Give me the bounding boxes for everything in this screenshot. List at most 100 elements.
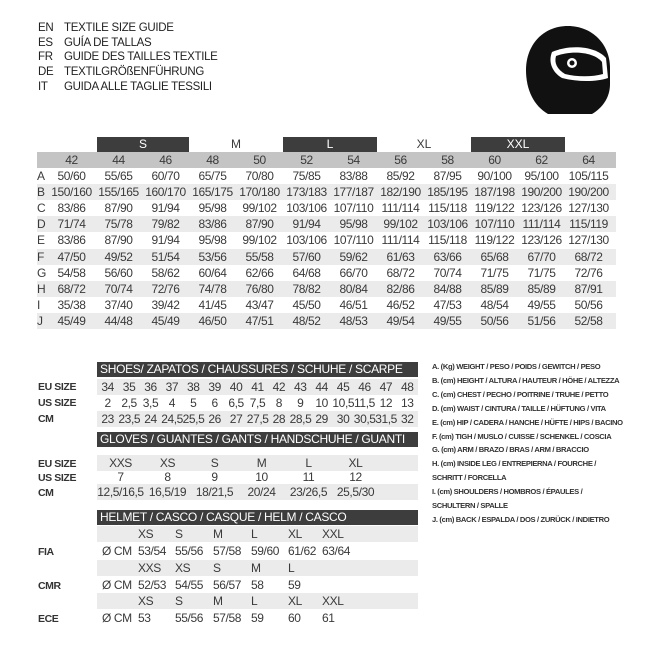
table-cell: 85/89 — [480, 281, 509, 296]
table-cell: 87/90 — [104, 233, 133, 248]
table-cell: 95/98 — [198, 233, 227, 248]
table-cell: 187/198 — [474, 185, 515, 200]
legend-item: D. (cm) WAIST / CINTURA / TAILLE / HÜFTU… — [432, 403, 606, 413]
table-cell: 119/122 — [474, 201, 515, 216]
table-cell: 119/122 — [474, 233, 515, 248]
row-letter: C — [37, 201, 46, 216]
table-cell: 39 — [208, 380, 221, 394]
table-cell: 111/114 — [381, 201, 420, 216]
unit-label: Ø CM — [102, 611, 132, 625]
table-cell: 10 — [315, 396, 328, 410]
table-cell: 11,5 — [354, 396, 375, 410]
table-cell: 45/49 — [151, 313, 180, 328]
table-cell: S — [210, 456, 219, 470]
row-label: CMR — [38, 579, 61, 592]
table-cell: 7,5 — [249, 396, 266, 410]
table-cell: 111/114 — [522, 217, 561, 232]
table-cell: 51/56 — [527, 313, 556, 328]
legend-item: F. (cm) TIGH / MUSLO / CUISSE / SCHENKEL… — [432, 431, 612, 441]
table-cell: 10,5 — [332, 396, 355, 410]
table-cell: 37/40 — [104, 297, 133, 312]
row-stripe — [37, 280, 616, 297]
row-letter: H — [37, 281, 46, 296]
column-header: 56 — [394, 153, 407, 167]
legend-item: SCHRITT / FORCELLA — [432, 473, 507, 483]
table-cell: 53/56 — [198, 249, 227, 264]
table-cell: 32 — [401, 412, 414, 426]
helmet-size: XXL — [322, 527, 344, 541]
table-cell: 87/91 — [574, 281, 603, 296]
table-cell: 47/50 — [57, 249, 86, 264]
table-cell: 49/55 — [527, 297, 556, 312]
legend-item: C. (cm) CHEST / PECHO / POITRINE / TRUHE… — [432, 389, 609, 399]
helmet-size: XS — [138, 594, 154, 608]
column-header: 64 — [582, 153, 595, 167]
legend-item: I. (cm) SHOULDERS / HOMBROS / ÉPAULES / — [432, 487, 583, 497]
table-cell: 34 — [101, 380, 114, 394]
table-cell: 25,5 — [182, 412, 205, 426]
helmet-size: XL — [288, 527, 302, 541]
table-cell: 63/66 — [433, 249, 462, 264]
table-cell: 56/60 — [104, 265, 133, 280]
table-cell: 83/86 — [198, 217, 227, 232]
helmet-value: 55/56 — [175, 611, 204, 625]
table-cell: 80/84 — [339, 281, 368, 296]
column-header-row — [37, 152, 616, 168]
helmet-value: 60 — [288, 611, 301, 625]
table-cell: 48/54 — [480, 297, 509, 312]
helmet-value: 63/64 — [322, 544, 351, 558]
table-cell: 115/119 — [569, 217, 608, 232]
table-cell: 103/106 — [286, 233, 327, 248]
helmet-value: 56/57 — [213, 577, 242, 592]
table-cell: 150/160 — [51, 185, 92, 200]
table-cell: 11 — [302, 470, 315, 484]
row-letter: F — [37, 249, 44, 264]
table-cell: 29 — [315, 412, 328, 426]
table-cell: 115/118 — [428, 233, 467, 248]
helmet-value: 58 — [251, 577, 264, 592]
table-cell: 85/92 — [386, 169, 415, 183]
table-cell: 95/98 — [339, 217, 368, 232]
legend-item: H. (cm) INSIDE LEG / ENTREPIERNA / FOURC… — [432, 459, 597, 469]
table-cell: 99/102 — [383, 217, 418, 232]
table-cell: 83/86 — [57, 233, 86, 248]
table-cell: 47 — [379, 380, 393, 394]
table-cell: 54/58 — [57, 265, 86, 280]
row-stripe — [97, 559, 418, 576]
table-cell: 90/100 — [477, 169, 512, 183]
legend-item: E. (cm) HIP / CADERA / HANCHE / HÜFTE / … — [432, 417, 623, 427]
table-cell: 31,5 — [375, 412, 397, 426]
table-cell: 75/85 — [292, 169, 321, 183]
title-text: GUIDE DES TAILLES TEXTILE — [64, 51, 218, 64]
table-cell: 2 — [104, 396, 112, 410]
helmet-value: 54/55 — [175, 577, 204, 592]
size-band-s: S — [97, 137, 189, 152]
title-line: IT GUIDA ALLE TAGLIE TESSILI — [38, 81, 212, 93]
row-stripe — [37, 216, 616, 233]
table-cell: 48 — [401, 380, 414, 394]
title-line: ES GUÍA DE TALLAS — [38, 37, 152, 49]
table-cell: 24 — [144, 412, 157, 426]
row-label: CM — [38, 413, 54, 425]
table-cell: 155/165 — [98, 185, 139, 200]
table-cell: 40 — [229, 380, 243, 394]
language-code: EN — [38, 22, 54, 34]
helmet-value: 59 — [251, 611, 264, 625]
column-header: 62 — [535, 153, 548, 167]
row-label: EU SIZE — [38, 381, 77, 393]
row-label: US SIZE — [38, 397, 77, 409]
table-cell: 52/58 — [574, 313, 603, 328]
table-cell: 30 — [336, 412, 350, 426]
table-cell: 44/48 — [104, 313, 133, 328]
title-line: FR GUIDE DES TAILLES TEXTILE — [38, 51, 218, 63]
legend-item: B. (cm) HEIGHT / ALTURA / HAUTEUR / HÖHE… — [432, 375, 620, 385]
helmet-size: M — [251, 560, 261, 575]
helmet-value: 53 — [138, 611, 151, 625]
table-cell: 4 — [168, 396, 176, 410]
table-cell: 3,5 — [142, 396, 159, 410]
table-cell: 111/114 — [381, 233, 420, 248]
title-line: DE TEXTILGRÖßENFÜHRUNG — [38, 66, 204, 78]
helmet-icon — [526, 26, 610, 114]
table-cell: 123/126 — [521, 201, 562, 216]
table-cell: 59/62 — [339, 249, 368, 264]
